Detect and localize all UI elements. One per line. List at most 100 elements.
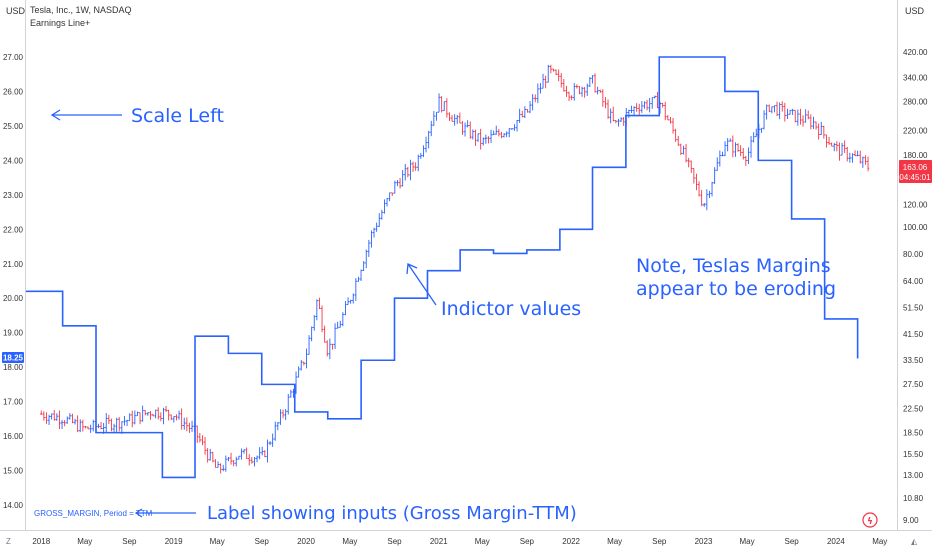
ohlc-bar <box>437 93 441 113</box>
ohlc-bar <box>830 142 833 147</box>
ohlc-bar <box>471 129 475 140</box>
right-currency-label[interactable]: USD <box>905 6 925 16</box>
ohlc-bar <box>198 432 202 443</box>
ohlc-bar <box>391 192 394 196</box>
ohlc-bar <box>487 136 490 144</box>
ohlc-bar <box>40 410 43 415</box>
right-tick-label: 340.00 <box>903 74 928 83</box>
left-tick-label: 25.00 <box>3 122 24 131</box>
ohlc-bar <box>690 160 693 174</box>
ohlc-bar <box>604 97 607 109</box>
ohlc-bar <box>328 338 332 360</box>
ohlc-bar <box>240 448 243 460</box>
ohlc-bar <box>674 128 677 142</box>
ohlc-bar <box>513 124 516 131</box>
time-tick-label: Sep <box>387 537 402 546</box>
ohlc-bar <box>601 89 605 107</box>
right-tick-label: 13.00 <box>903 471 924 480</box>
ohlc-bar <box>427 130 430 149</box>
ohlc-bar <box>825 134 828 148</box>
ohlc-bar <box>567 91 571 101</box>
ohlc-bar <box>656 91 659 109</box>
flash-logo-icon[interactable]: ϟ <box>862 512 878 528</box>
time-tick-label: 2022 <box>562 537 580 546</box>
left-tick-label: 19.00 <box>3 329 24 338</box>
ohlc-bar <box>211 451 215 463</box>
timezone-icon[interactable]: Z <box>6 537 11 546</box>
ohlc-bar <box>617 118 620 127</box>
ohlc-bar <box>380 209 384 220</box>
ohlc-bar <box>170 414 173 420</box>
left-axis-ticks: 27.00 26.00 25.00 24.00 23.00 22.00 21.00 20.00… <box>3 53 24 510</box>
ohlc-bar <box>661 102 664 108</box>
right-tick-label: 15.50 <box>903 450 924 459</box>
ohlc-bar <box>528 101 532 114</box>
ohlc-bar <box>835 141 839 152</box>
ohlc-bar <box>42 411 46 421</box>
ohlc-bar <box>679 143 683 156</box>
ohlc-bar <box>695 173 698 191</box>
ohlc-bar <box>409 159 412 181</box>
ohlc-bar <box>664 101 667 121</box>
left-currency-label[interactable]: USD <box>6 6 26 16</box>
ohlc-bar <box>731 135 735 158</box>
ohlc-bar <box>458 112 462 124</box>
ohlc-bar <box>677 135 680 146</box>
ohlc-bar <box>822 125 826 139</box>
right-tick-label: 220.00 <box>903 127 928 136</box>
ohlc-bar <box>716 157 719 171</box>
left-tick-label: 21.00 <box>3 260 24 269</box>
ohlc-bar <box>326 340 329 357</box>
ohlc-bar <box>352 293 355 304</box>
ohlc-bar <box>297 366 300 378</box>
symbol-title[interactable]: Tesla, Inc., 1W, NASDAQ <box>30 5 132 15</box>
ohlc-bar <box>320 305 324 333</box>
ohlc-bar <box>289 389 293 398</box>
ohlc-bar <box>424 136 428 153</box>
ohlc-bar <box>365 249 368 269</box>
ohlc-bar <box>783 102 787 122</box>
ohlc-bar <box>861 156 865 168</box>
right-tick-label: 180.00 <box>903 151 928 160</box>
ohlc-bar <box>253 456 256 467</box>
price-badge: 163.06 04:45:01 <box>899 160 932 183</box>
ohlc-bar <box>313 315 316 331</box>
scale-menu-icon[interactable]: ◭ <box>911 537 918 546</box>
svg-text:ϟ: ϟ <box>867 517 873 527</box>
ohlc-bar <box>794 109 797 123</box>
ohlc-bar <box>307 335 311 355</box>
ohlc-bar <box>185 417 189 432</box>
ohlc-bar <box>393 180 397 194</box>
time-tick-label: Sep <box>122 537 137 546</box>
ohlc-bar <box>245 447 248 459</box>
ohlc-bar <box>214 459 217 468</box>
ohlc-bar <box>157 407 160 420</box>
ohlc-bar <box>596 86 599 95</box>
annotation-scale-left-text: Scale Left <box>131 105 224 127</box>
annotation-indicator-values-text: Indictor values <box>441 298 581 320</box>
right-tick-label: 280.00 <box>903 97 928 106</box>
ohlc-bar <box>505 131 508 138</box>
ohlc-bar <box>388 192 391 202</box>
left-tick-label: 15.00 <box>3 467 24 476</box>
ohlc-bar <box>827 136 831 145</box>
ohlc-bar <box>375 222 378 232</box>
ohlc-bar <box>344 301 347 316</box>
ohlc-bar <box>188 422 191 433</box>
ohlc-bar <box>146 412 150 416</box>
indicator-series <box>26 56 859 479</box>
ohlc-bar <box>219 463 222 474</box>
indicator-title[interactable]: Earnings Line+ <box>30 18 90 28</box>
ohlc-bar <box>432 111 436 126</box>
ohlc-bar <box>115 417 118 433</box>
ohlc-bar <box>261 446 264 456</box>
ohlc-bar <box>79 419 82 433</box>
ohlc-bar <box>723 141 727 157</box>
ohlc-bar <box>614 119 618 124</box>
ohlc-bar <box>227 456 230 462</box>
ohlc-bar <box>492 130 495 136</box>
ohlc-bar <box>372 227 376 238</box>
ohlc-bar <box>552 68 555 72</box>
ohlc-bar <box>635 103 638 112</box>
gross-margin-label: GROSS_MARGIN, Period = TTM <box>34 509 153 518</box>
